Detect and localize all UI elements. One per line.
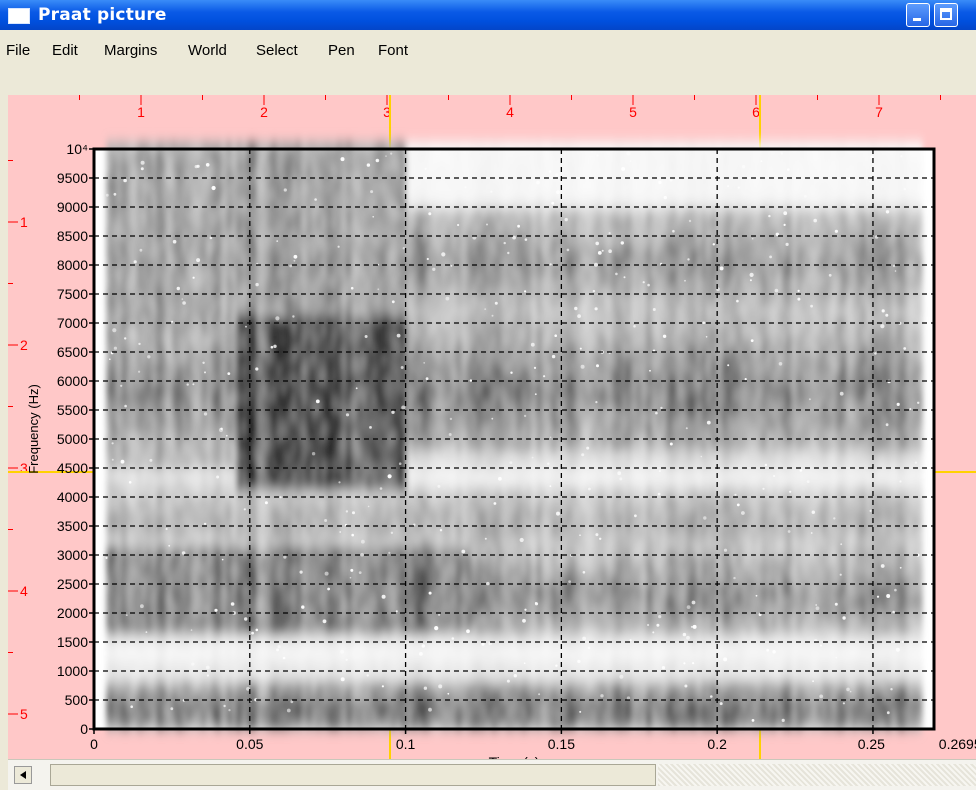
- window-edge: [0, 95, 8, 789]
- window-icon: [8, 8, 30, 24]
- menu-bar: File Edit Margins World Select Pen Font: [0, 30, 976, 95]
- ruler-left-label: 1: [20, 214, 28, 230]
- menu-file[interactable]: File: [6, 42, 30, 59]
- title-bar: Praat picture: [0, 0, 976, 30]
- ruler-top-label: 4: [506, 104, 514, 120]
- menu-select[interactable]: Select: [256, 42, 298, 59]
- menu-world[interactable]: World: [188, 42, 227, 59]
- menu-font[interactable]: Font: [378, 42, 408, 59]
- ruler-left-label: 2: [20, 337, 28, 353]
- ruler-top-label: 5: [629, 104, 637, 120]
- minimize-button[interactable]: [906, 3, 930, 27]
- menu-pen[interactable]: Pen: [328, 42, 355, 59]
- maximize-button[interactable]: [934, 3, 958, 27]
- ruler-top-label: 1: [137, 104, 145, 120]
- menu-margins[interactable]: Margins: [104, 42, 157, 59]
- ruler-left-label: 5: [20, 706, 28, 722]
- ruler-top-label: 6: [752, 104, 760, 120]
- ruler-left-label: 4: [20, 583, 28, 599]
- menu-edit[interactable]: Edit: [52, 42, 78, 59]
- window-title: Praat picture: [38, 5, 167, 25]
- ruler-top-label: 2: [260, 104, 268, 120]
- ruler-top-label: 7: [875, 104, 883, 120]
